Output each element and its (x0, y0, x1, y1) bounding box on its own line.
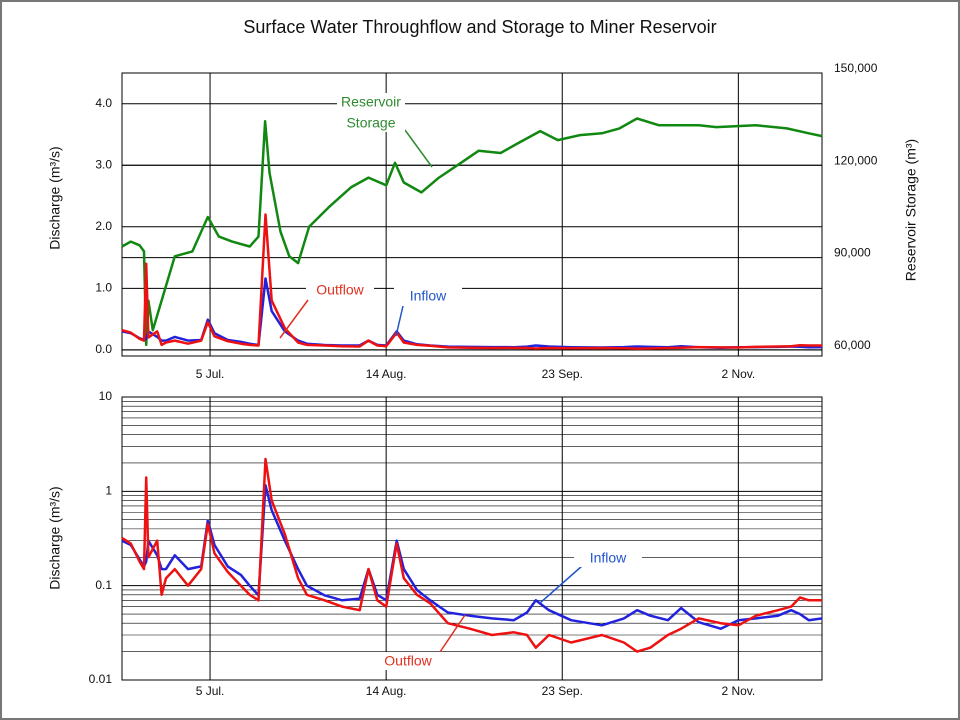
annotation-background (574, 549, 642, 567)
annotation: Inflow (590, 550, 627, 566)
x-tick-label: 23 Sep. (542, 367, 583, 381)
annotation-leader (439, 614, 466, 653)
annotation: Outflow (384, 653, 432, 669)
annotation: Outflow (316, 282, 364, 298)
x-tick-label: 2 Nov. (721, 684, 755, 698)
annotation-background (394, 287, 462, 305)
plot-area (121, 72, 823, 357)
annotation-leader (539, 565, 583, 604)
annotation: Storage (346, 115, 395, 131)
x-tick-label: 5 Jul. (196, 684, 225, 698)
chart-title: Surface Water Throughflow and Storage to… (243, 17, 716, 37)
data-line (121, 117, 823, 347)
y-tick-label: 1 (105, 484, 112, 498)
data-line (121, 484, 823, 630)
annotation-leader (395, 305, 404, 337)
y-axis-label: Discharge (m³/s) (47, 486, 63, 589)
annotation: Reservoir (341, 94, 401, 110)
y-tick-label: 0.1 (95, 578, 112, 592)
x-tick-label: 14 Aug. (366, 684, 407, 698)
x-tick-label: 5 Jul. (196, 367, 225, 381)
y2-tick-label: 90,000 (834, 246, 871, 260)
data-line (121, 457, 822, 653)
y-tick-label: 3.0 (95, 157, 112, 171)
annotation-background (337, 93, 405, 132)
x-tick-label: 2 Nov. (721, 367, 755, 381)
y-tick-label: 2.0 (95, 219, 112, 233)
x-tick-label: 14 Aug. (366, 367, 407, 381)
annotation-leader (279, 299, 309, 339)
y-tick-label: 4.0 (95, 96, 112, 110)
y2-tick-label: 60,000 (834, 338, 871, 352)
data-line (121, 213, 822, 350)
y2-tick-label: 150,000 (834, 61, 878, 75)
y-tick-label: 0.0 (95, 342, 112, 356)
y-axis-label: Discharge (m³/s) (47, 146, 63, 249)
annotation-leader (404, 129, 433, 168)
x-tick-label: 23 Sep. (542, 684, 583, 698)
plot-area (121, 396, 823, 681)
annotation-background (306, 281, 374, 299)
y2-tick-label: 120,000 (834, 153, 878, 167)
annotation-background (374, 652, 442, 670)
y2-axis-label: Reservoir Storage (m³) (903, 139, 919, 281)
annotation: Inflow (410, 288, 447, 304)
y-tick-label: 0.01 (89, 672, 113, 686)
y-tick-label: 10 (99, 389, 113, 403)
y-tick-label: 1.0 (95, 280, 112, 294)
